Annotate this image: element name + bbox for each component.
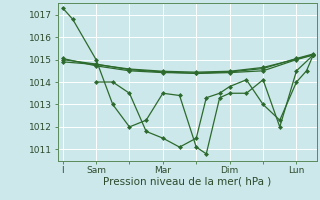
X-axis label: Pression niveau de la mer( hPa ): Pression niveau de la mer( hPa ) [103, 177, 271, 187]
